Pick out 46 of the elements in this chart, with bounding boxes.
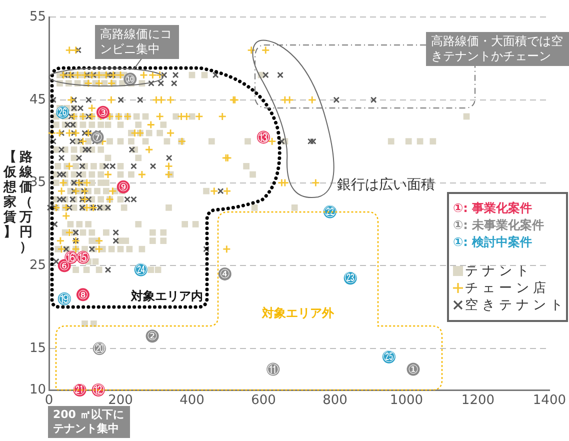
annotation: 高路線価にコンビニ集中 (95, 25, 179, 59)
x-tick-label: 1400 (532, 393, 566, 408)
y-tick-label: 45 (29, 92, 46, 108)
x-tick-label: 400 (180, 393, 204, 408)
legend-label: チェーン店 (465, 281, 550, 296)
data-label: ㉓ (344, 271, 356, 286)
data-label: ① (408, 362, 419, 376)
data-label: ㉕ (382, 350, 395, 364)
x-tick-label: 1000 (390, 393, 424, 408)
text: ①: 検討中案件 (453, 234, 534, 251)
data-label: ⑧ (78, 288, 88, 302)
data-label: ⑦ (92, 130, 103, 144)
y-tick-label: 55 (29, 9, 46, 24)
annotation: 高路線価・大面積では空きテナントかチェーン (426, 32, 569, 66)
y-tick-label: 25 (29, 258, 46, 274)
data-label: ⑨ (118, 180, 129, 194)
x-tick-label: 1200 (461, 393, 495, 408)
y-tick-label: 15 (29, 340, 46, 356)
text: 200 ㎡以下にテナント集中 (48, 406, 130, 438)
legend-label: テナント (465, 264, 533, 279)
data-label: ⑮ (76, 250, 89, 265)
data-label: ③ (98, 105, 108, 120)
annotation: 銀行は広い面積 (337, 177, 435, 193)
data-label: ⑳ (93, 342, 106, 356)
data-label: ㉔ (134, 262, 147, 277)
annotation: 対象エリア外 (262, 306, 334, 321)
data-label: ㉑ (74, 383, 86, 398)
data-label: ㉒ (324, 204, 336, 219)
data-label: ⑪ (267, 362, 280, 376)
data-label: ⑫ (92, 383, 104, 398)
data-label: ⑩ (124, 72, 136, 86)
y-tick-label: 10 (29, 382, 46, 398)
legend-label: 空きテナント (465, 298, 567, 313)
x-tick-label: 200 (108, 393, 133, 408)
data-label: ⑲ (58, 292, 70, 306)
text: 路線価（万円）【仮想家賃】 (4, 150, 32, 255)
data-label: ④ (219, 267, 230, 282)
x-tick-label: 600 (251, 393, 276, 408)
data-label: ㉖ (56, 105, 69, 120)
data-label: ② (146, 329, 158, 344)
text: ①: 未事業化案件 (453, 217, 546, 234)
text: ①: 事業化案件 (453, 200, 534, 217)
x-tick-label: 800 (322, 393, 348, 408)
annotation: 対象エリア内 (131, 289, 203, 304)
x-tick-label: 0 (44, 393, 54, 408)
data-label: ⑬ (257, 130, 270, 144)
